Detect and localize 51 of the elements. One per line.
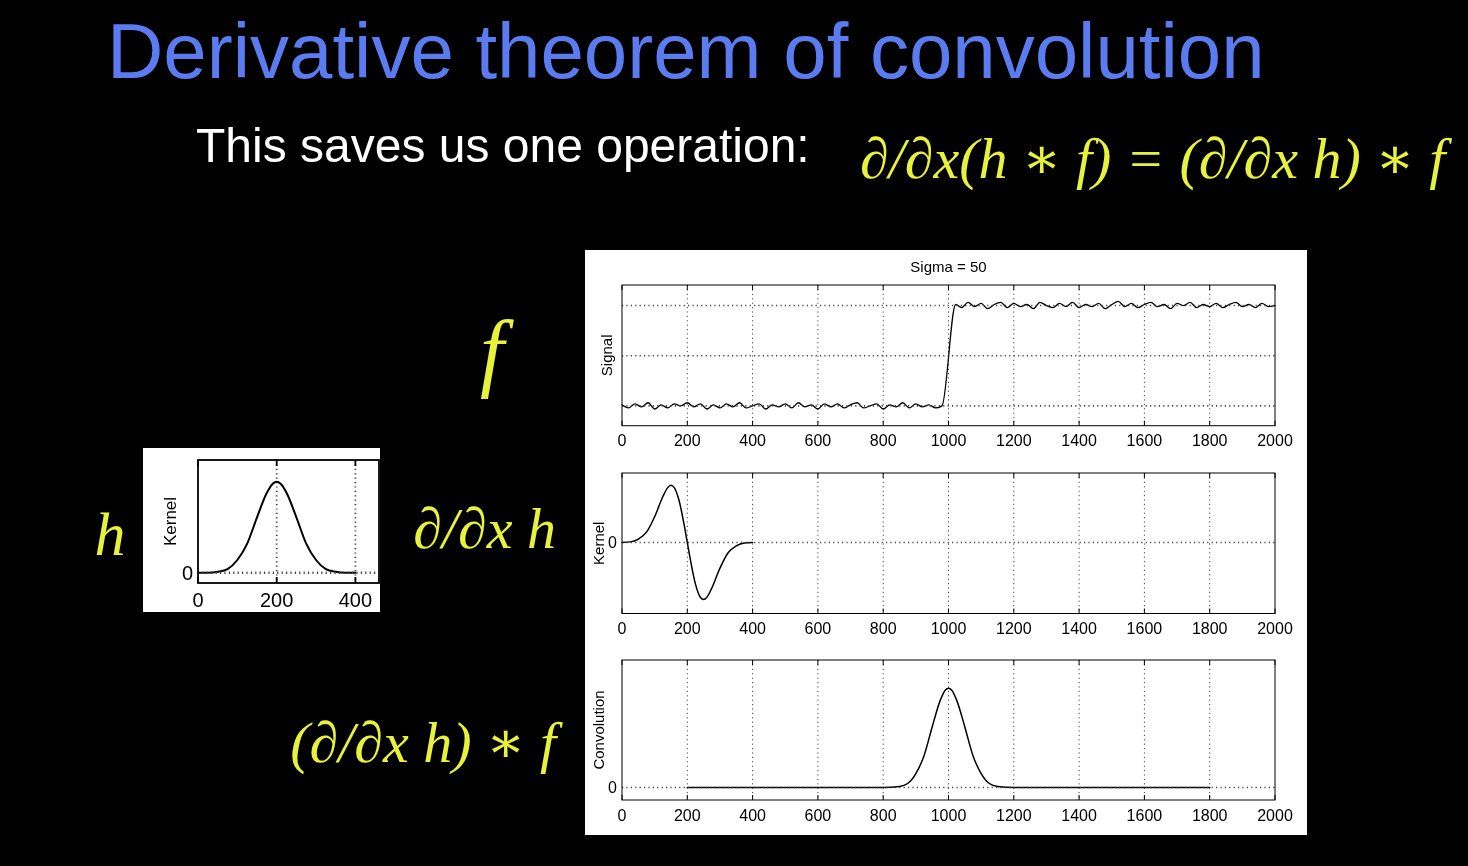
x-tick-label: 0 [192,589,204,611]
x-tick-label: 600 [804,432,832,450]
x-tick-label: 1400 [1061,620,1097,637]
x-tick-label: 1600 [1126,620,1163,637]
x-tick-label: 400 [739,432,767,450]
x-tick-label: 400 [739,620,767,637]
x-tick-label: 1800 [1191,432,1228,450]
x-tick-label: 800 [869,806,897,824]
chart-title: Sigma = 50 [910,257,987,275]
x-tick-label: 1600 [1126,806,1163,824]
x-tick-label: 1000 [930,620,967,637]
y-axis-title: Signal [597,334,615,377]
ref-line-label: 0 [608,778,618,796]
x-tick-label: 2000 [1257,620,1293,637]
x-tick-label: 1200 [996,432,1032,450]
x-tick-label: 2000 [1257,806,1293,824]
x-tick-label: 1000 [930,806,967,824]
x-tick-label: 400 [739,806,767,824]
y-axis-title: Kernel [160,496,180,547]
text: ∂/∂x h [413,496,556,561]
x-tick-label: 200 [673,432,701,450]
x-tick-label: 1200 [996,806,1032,824]
x-tick-label: 200 [673,806,701,824]
text: ∂/∂x(h ∗ f) = (∂/∂x h) ∗ f [860,126,1453,191]
x-tick-label: 1400 [1061,806,1097,824]
x-tick-label: 600 [804,620,832,637]
x-tick-label: 800 [869,620,897,637]
ref-line-label: 0 [181,561,193,584]
x-tick-label: 600 [804,806,832,824]
x-tick-label: 1800 [1191,806,1228,824]
x-tick-label: 0 [617,806,627,824]
x-tick-label: 1400 [1061,432,1097,450]
text: (∂/∂x h) ∗ f [290,710,563,775]
x-tick-label: 0 [617,432,627,450]
x-tick-label: 200 [260,589,294,611]
x-tick-label: 400 [338,589,373,611]
x-tick-label: 800 [869,432,897,450]
x-tick-label: 1200 [996,620,1032,637]
text: h [94,500,126,568]
y-axis-title: Kernel [589,521,607,565]
text: This saves us one operation: [196,119,810,172]
x-tick-label: 1600 [1126,432,1163,450]
text: f [480,303,515,399]
x-tick-label: 200 [673,620,701,637]
ref-line-label: 0 [608,533,618,551]
y-axis-title: Convolution [589,690,607,770]
x-tick-label: 1000 [930,432,967,450]
x-tick-label: 0 [617,620,627,637]
x-tick-label: 2000 [1257,432,1293,450]
text: Derivative theorem of convolution [107,7,1265,95]
x-tick-label: 1800 [1191,620,1228,637]
